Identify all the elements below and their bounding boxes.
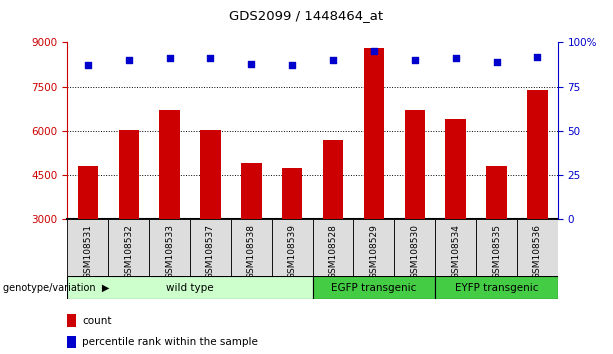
Bar (405, 110, 425, 219)
Text: GDS2099 / 1448464_at: GDS2099 / 1448464_at (229, 9, 384, 22)
Bar (118, 130, 139, 219)
Bar (313, 219, 354, 276)
Text: GSM108530: GSM108530 (410, 224, 419, 279)
Text: GSM108533: GSM108533 (165, 224, 174, 279)
Bar (272, 219, 313, 276)
Bar (394, 219, 435, 276)
Bar (78, 166, 98, 219)
Bar (354, 219, 394, 276)
Bar (241, 164, 262, 219)
Text: GSM108528: GSM108528 (329, 224, 338, 279)
Point (328, 57, 338, 63)
Bar (527, 90, 547, 219)
Bar (517, 219, 558, 276)
Point (83, 63, 93, 68)
Point (205, 56, 215, 61)
Text: count: count (82, 316, 112, 326)
Bar (159, 110, 180, 219)
Bar (435, 219, 476, 276)
Text: GSM108532: GSM108532 (124, 224, 133, 279)
Bar (486, 166, 507, 219)
Point (369, 48, 379, 54)
Text: GSM108538: GSM108538 (247, 224, 256, 279)
Point (287, 63, 297, 68)
Bar (435, 276, 558, 299)
Bar (149, 219, 190, 276)
Bar (364, 48, 384, 219)
Bar (67, 336, 76, 348)
Text: EGFP transgenic: EGFP transgenic (331, 282, 417, 293)
Point (451, 56, 460, 61)
Text: GSM108531: GSM108531 (83, 224, 93, 279)
Text: GSM108535: GSM108535 (492, 224, 501, 279)
Point (492, 59, 501, 65)
Point (410, 57, 420, 63)
Bar (323, 140, 343, 219)
Bar (446, 119, 466, 219)
Bar (67, 314, 76, 327)
Bar (67, 219, 109, 276)
Bar (313, 276, 435, 299)
Text: EYFP transgenic: EYFP transgenic (455, 282, 538, 293)
Bar (190, 219, 231, 276)
Bar (231, 219, 272, 276)
Point (124, 57, 134, 63)
Point (246, 61, 256, 67)
Text: genotype/variation  ▶: genotype/variation ▶ (3, 282, 110, 293)
Text: GSM108539: GSM108539 (287, 224, 297, 279)
Bar (67, 276, 313, 299)
Text: GSM108536: GSM108536 (533, 224, 542, 279)
Text: wild type: wild type (166, 282, 214, 293)
Text: GSM108537: GSM108537 (206, 224, 215, 279)
Bar (109, 219, 149, 276)
Bar (282, 168, 302, 219)
Text: GSM108529: GSM108529 (370, 224, 378, 279)
Bar (476, 219, 517, 276)
Point (533, 54, 543, 59)
Point (165, 56, 175, 61)
Bar (200, 130, 221, 219)
Text: percentile rank within the sample: percentile rank within the sample (82, 337, 258, 347)
Text: GSM108534: GSM108534 (451, 224, 460, 279)
